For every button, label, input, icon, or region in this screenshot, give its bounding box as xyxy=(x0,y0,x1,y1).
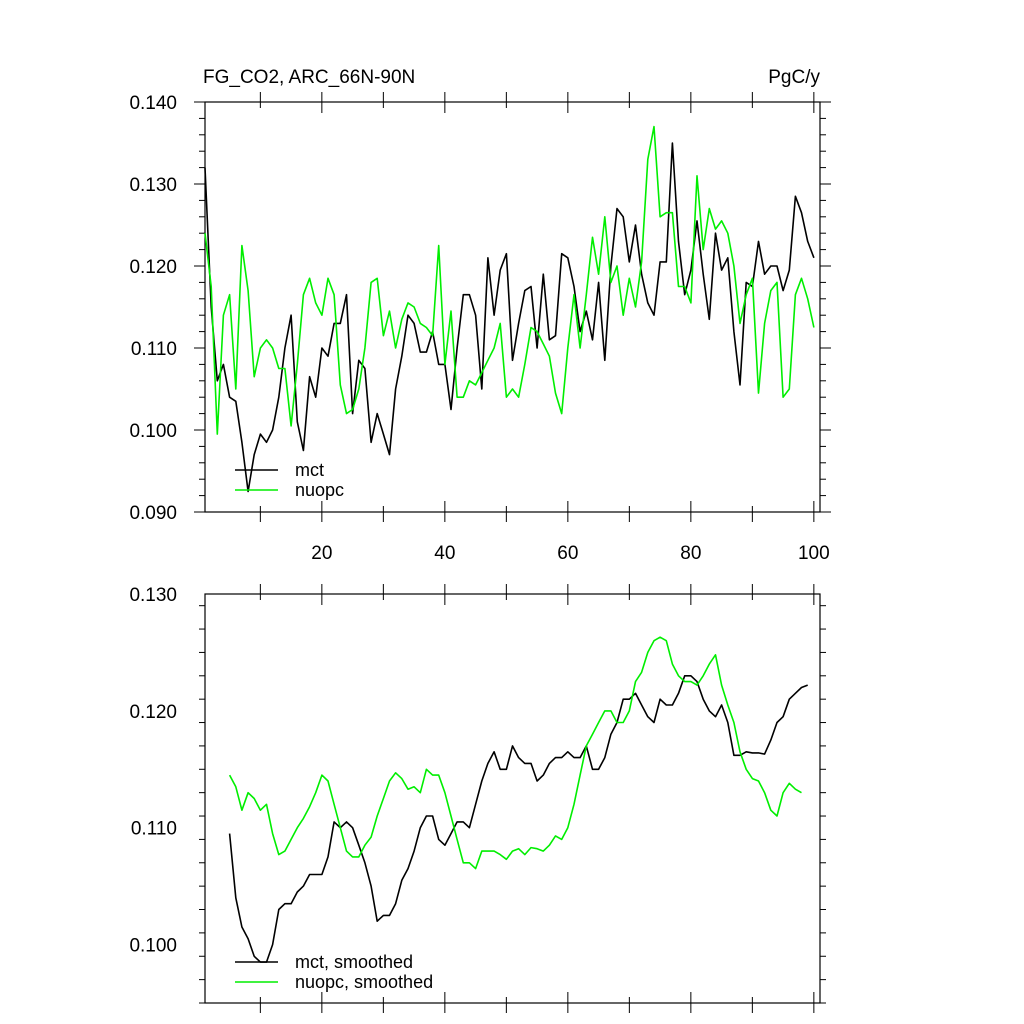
y-tick-label: 0.090 xyxy=(129,503,177,524)
panel-top: 20 40 60 80 100 0.090 0.100 0.110 0.120 0.130 0.14… xyxy=(129,92,831,564)
y-tick-label: 0.120 xyxy=(129,702,177,723)
y-tick-label: 0.130 xyxy=(129,175,177,196)
units-label: PgC/y xyxy=(768,67,820,88)
legend-label: nuopc, smoothed xyxy=(295,972,433,992)
x-tick-label: 100 xyxy=(798,543,830,564)
y-tick-label: 0.110 xyxy=(131,819,177,840)
plot-frame xyxy=(204,101,821,513)
series-line-nuopc xyxy=(204,125,815,435)
x-tick-label: 80 xyxy=(680,543,701,564)
y-tick-label: 0.110 xyxy=(131,339,177,360)
chart-title: FG_CO2, ARC_66N-90N xyxy=(203,67,415,88)
series-line-mct-smoothed xyxy=(228,674,808,963)
x-tick-label: 20 xyxy=(311,543,332,564)
series-line-nuopc-smoothed xyxy=(228,636,802,870)
x-tick-label: 40 xyxy=(434,543,455,564)
y-tick-label: 0.120 xyxy=(129,257,177,278)
legend-label: mct xyxy=(295,460,324,480)
y-tick-label: 0.140 xyxy=(129,93,177,114)
legend-label: mct, smoothed xyxy=(295,952,413,972)
series-line-mct xyxy=(204,142,815,493)
legend-label: nuopc xyxy=(295,480,344,500)
y-tick-label: 0.100 xyxy=(129,936,177,957)
y-tick-label: 0.130 xyxy=(129,585,177,606)
y-tick-label: 0.100 xyxy=(129,421,177,442)
x-tick-label: 60 xyxy=(557,543,578,564)
panel-bottom: 0.100 0.110 0.120 0.130 mct, smoothednuopc, … xyxy=(129,584,826,1013)
plot-frame xyxy=(204,593,821,1004)
